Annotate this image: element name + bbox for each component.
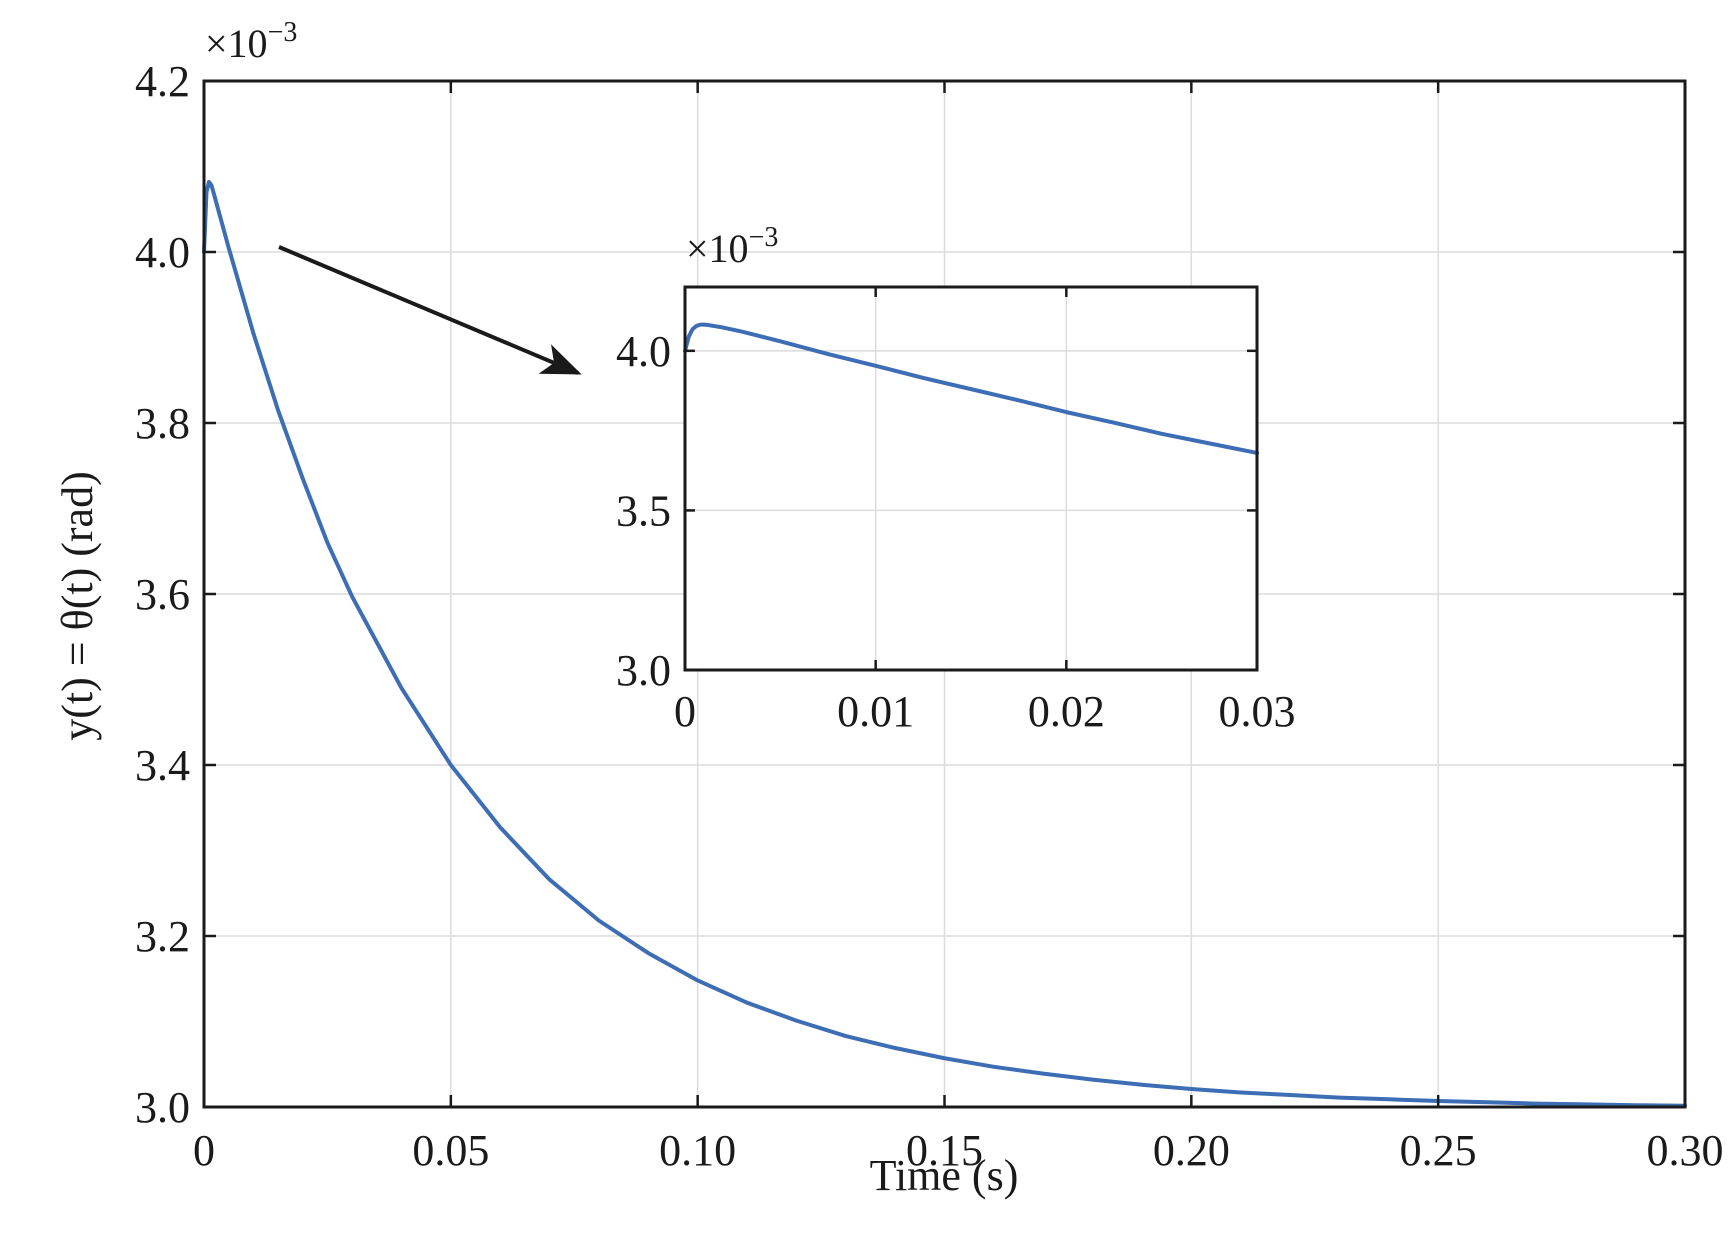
main-y-tick-labels: 3.0 3.2 3.4 3.6 3.8 4.0 4.2 [135,57,190,1132]
main-y-tick-label: 3.8 [135,399,190,448]
main-x-tick-label: 0.10 [659,1126,736,1175]
inset-chart: 0 0.01 0.02 0.03 3.0 3.5 4.0 ×10−3 [616,222,1296,736]
main-x-tick-label: 0.20 [1153,1126,1230,1175]
inset-x-tick-labels: 0 0.01 0.02 0.03 [674,687,1296,736]
main-ticks [202,79,1687,1109]
main-y-tick-label: 4.2 [135,57,190,106]
inset-series-line [683,322,1259,455]
inset-x-tick-label: 0.02 [1028,687,1105,736]
inset-plot-frame [683,285,1259,672]
main-y-tick-label: 3.0 [135,1083,190,1132]
zoom-arrow [278,245,582,375]
inset-y-tick-label: 4.0 [616,327,671,376]
main-y-tick-label: 3.2 [135,912,190,961]
inset-x-tick-label: 0 [674,687,696,736]
inset-x-tick-label: 0.01 [837,687,914,736]
main-series-line [202,179,1687,1108]
main-x-tick-label: 0.25 [1400,1126,1477,1175]
inset-y-tick-label: 3.0 [616,646,671,695]
inset-y-exponent-label: ×10−3 [686,222,778,271]
main-chart: 0 0.05 0.10 0.15 0.20 0.25 0.30 3.03.23.43.63.… [53,17,1724,1200]
main-y-exponent-label: ×10−3 [205,17,297,66]
inset-curve-layer [683,322,1259,455]
inset-y-tick-labels: 3.0 3.5 4.0 [616,327,671,695]
main-y-tick-label: 4.0 [135,228,190,277]
main-x-tick-label: 0.30 [1647,1126,1724,1175]
main-y-tick-label: 3.4 [135,741,190,790]
x-axis-label: Time (s) [870,1151,1019,1200]
main-x-tick-label: 0.05 [412,1126,489,1175]
inset-background [685,287,1257,670]
inset-x-tick-label: 0.03 [1219,687,1296,736]
main-x-tick-label: 0 [193,1126,215,1175]
main-y-tick-label: 3.6 [135,570,190,619]
inset-y-tick-label: 3.5 [616,486,671,535]
inset-ticks [683,287,1259,672]
y-axis-label: y(t) = θ(t) (rad) [53,471,102,740]
main-curve-layer [202,179,1687,1108]
main-x-tick-labels: 0 0.05 0.10 0.15 0.20 0.25 0.30 [193,1126,1724,1175]
main-x-tick-label: 0.15 [906,1126,983,1175]
